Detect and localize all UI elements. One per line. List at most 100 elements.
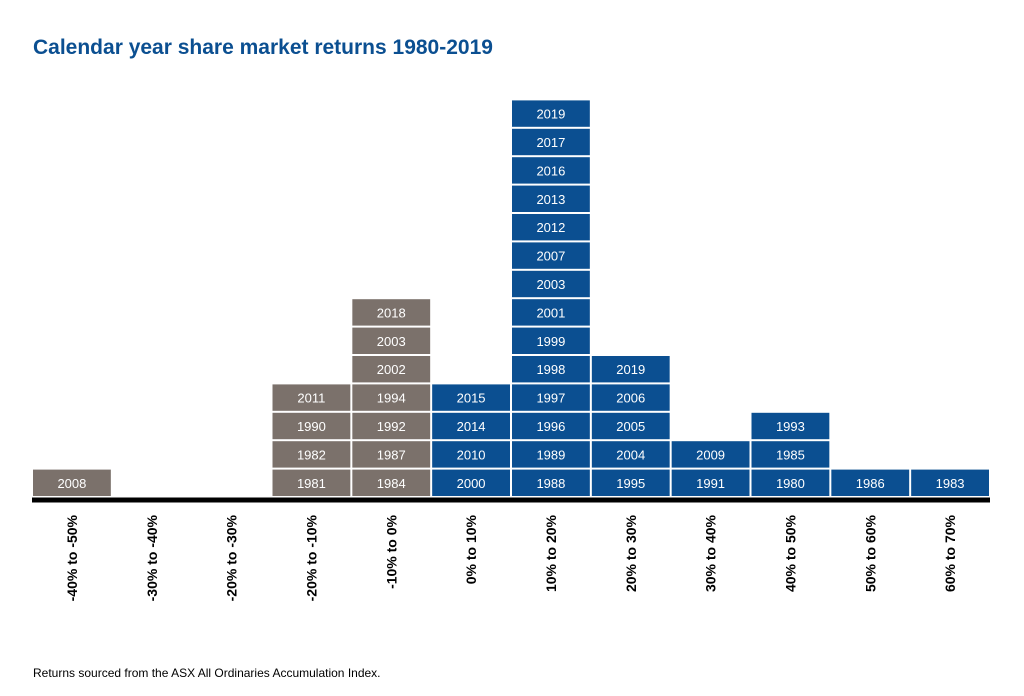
year-cell-bar bbox=[591, 412, 670, 440]
year-cell-label: 1984 bbox=[377, 476, 406, 491]
year-cell: 1992 bbox=[352, 412, 431, 440]
year-cell: 1996 bbox=[512, 412, 590, 440]
year-cell-label: 1999 bbox=[536, 334, 565, 349]
year-cell-bar bbox=[512, 412, 590, 440]
x-tick-label: -20% to -30% bbox=[224, 514, 240, 601]
year-cell: 1988 bbox=[512, 469, 590, 496]
year-cell-bar bbox=[432, 469, 510, 496]
year-cell-bar bbox=[272, 384, 351, 411]
year-cell: 2006 bbox=[591, 384, 670, 411]
year-cell-bar bbox=[352, 356, 431, 383]
year-cell-bar bbox=[432, 441, 510, 468]
year-cell-label: 2018 bbox=[377, 305, 406, 320]
x-tick-label: -30% to -40% bbox=[144, 514, 160, 601]
year-cell: 1989 bbox=[512, 441, 590, 468]
year-cell-bar bbox=[512, 128, 590, 156]
year-cell-bar bbox=[352, 469, 431, 496]
year-cell: 2011 bbox=[272, 384, 351, 411]
year-cell-label: 2016 bbox=[536, 163, 565, 178]
year-cell-bar bbox=[352, 299, 431, 326]
year-cell-label: 1986 bbox=[856, 476, 885, 491]
year-cell-label: 2008 bbox=[57, 476, 86, 491]
year-cell-label: 2001 bbox=[536, 305, 565, 320]
year-cell-bar bbox=[512, 157, 590, 184]
year-cell: 2003 bbox=[352, 327, 431, 354]
year-cell-bar bbox=[432, 384, 510, 411]
year-cell-bar bbox=[512, 356, 590, 383]
x-tick-label: 50% to 60% bbox=[862, 514, 878, 592]
year-cell: 1997 bbox=[512, 384, 590, 411]
year-cell: 2014 bbox=[432, 412, 510, 440]
year-cell-bar bbox=[512, 242, 590, 269]
year-cell-bar bbox=[591, 356, 670, 383]
x-tick-label: -40% to -50% bbox=[64, 514, 80, 601]
year-cell-bar bbox=[352, 412, 431, 440]
year-cell-label: 1991 bbox=[696, 476, 725, 491]
year-cell: 1985 bbox=[751, 441, 830, 468]
year-cell-label: 1998 bbox=[536, 362, 565, 377]
year-cell: 1995 bbox=[591, 469, 670, 496]
x-tick-label: 60% to 70% bbox=[942, 514, 958, 592]
year-cell: 2016 bbox=[512, 157, 590, 184]
year-cell-bar bbox=[512, 327, 590, 354]
year-cell: 2015 bbox=[432, 384, 510, 411]
year-cell: 2005 bbox=[591, 412, 670, 440]
year-cell: 1982 bbox=[272, 441, 351, 468]
year-cell: 1983 bbox=[911, 469, 989, 496]
year-cell-label: 1994 bbox=[377, 391, 406, 406]
year-cell-bar bbox=[831, 469, 910, 496]
year-cell-bar bbox=[512, 384, 590, 411]
year-cell-label: 2014 bbox=[457, 419, 486, 434]
year-cell: 2002 bbox=[352, 356, 431, 383]
year-cell-label: 2006 bbox=[616, 391, 645, 406]
year-cell-label: 2002 bbox=[377, 362, 406, 377]
year-cell-label: 2009 bbox=[696, 447, 725, 462]
year-cell-bar bbox=[33, 469, 111, 496]
year-cell: 1984 bbox=[352, 469, 431, 496]
year-cell: 1987 bbox=[352, 441, 431, 468]
year-cell: 1999 bbox=[512, 327, 590, 354]
year-cell: 2019 bbox=[591, 356, 670, 383]
year-cell-bar bbox=[512, 441, 590, 468]
year-cell-label: 2019 bbox=[536, 107, 565, 122]
year-cell-bar bbox=[911, 469, 989, 496]
year-cell-label: 1992 bbox=[377, 419, 406, 434]
year-cell-bar bbox=[272, 412, 351, 440]
year-cell-bar bbox=[591, 441, 670, 468]
year-cell: 2001 bbox=[512, 299, 590, 326]
year-cell: 2017 bbox=[512, 128, 590, 156]
year-cell-label: 1980 bbox=[776, 476, 805, 491]
year-cell: 1980 bbox=[751, 469, 830, 496]
year-cell-label: 1981 bbox=[297, 476, 326, 491]
year-cells: 2008 1981 1982 1990 2011 1984 1987 1992 1994 2002… bbox=[33, 100, 989, 496]
year-cell-bar bbox=[272, 441, 351, 468]
year-cell-label: 1990 bbox=[297, 419, 326, 434]
histogram-chart: 2008 1981 1982 1990 2011 1984 1987 1992 1994 2002… bbox=[32, 100, 990, 601]
year-cell-bar bbox=[671, 441, 750, 468]
year-cell-bar bbox=[751, 412, 830, 440]
year-cell-bar bbox=[512, 270, 590, 298]
chart-title: Calendar year share market returns 1980-… bbox=[33, 36, 493, 59]
x-tick-label: -10% to 0% bbox=[383, 514, 399, 588]
year-cell-bar bbox=[432, 412, 510, 440]
year-cell-label: 2011 bbox=[297, 391, 325, 406]
year-cell-bar bbox=[512, 469, 590, 496]
year-cell: 2010 bbox=[432, 441, 510, 468]
year-cell-bar bbox=[591, 384, 670, 411]
year-cell-bar bbox=[352, 441, 431, 468]
year-cell-label: 1997 bbox=[536, 391, 565, 406]
x-tick-label: 10% to 20% bbox=[543, 514, 559, 592]
year-cell-label: 2000 bbox=[457, 476, 486, 491]
x-tick-label: 30% to 40% bbox=[703, 514, 719, 592]
year-cell-bar bbox=[512, 299, 590, 326]
year-cell: 1991 bbox=[671, 469, 750, 496]
year-cell-label: 2013 bbox=[536, 192, 565, 207]
year-cell-bar bbox=[671, 469, 750, 496]
year-cell: 1981 bbox=[272, 469, 351, 496]
x-tick-label: 20% to 30% bbox=[623, 514, 639, 592]
source-footnote: Returns sourced from the ASX All Ordinar… bbox=[33, 666, 381, 680]
year-cell: 1990 bbox=[272, 412, 351, 440]
year-cell: 2012 bbox=[512, 214, 590, 241]
year-cell-bar bbox=[591, 469, 670, 496]
year-cell-label: 1993 bbox=[776, 419, 805, 434]
